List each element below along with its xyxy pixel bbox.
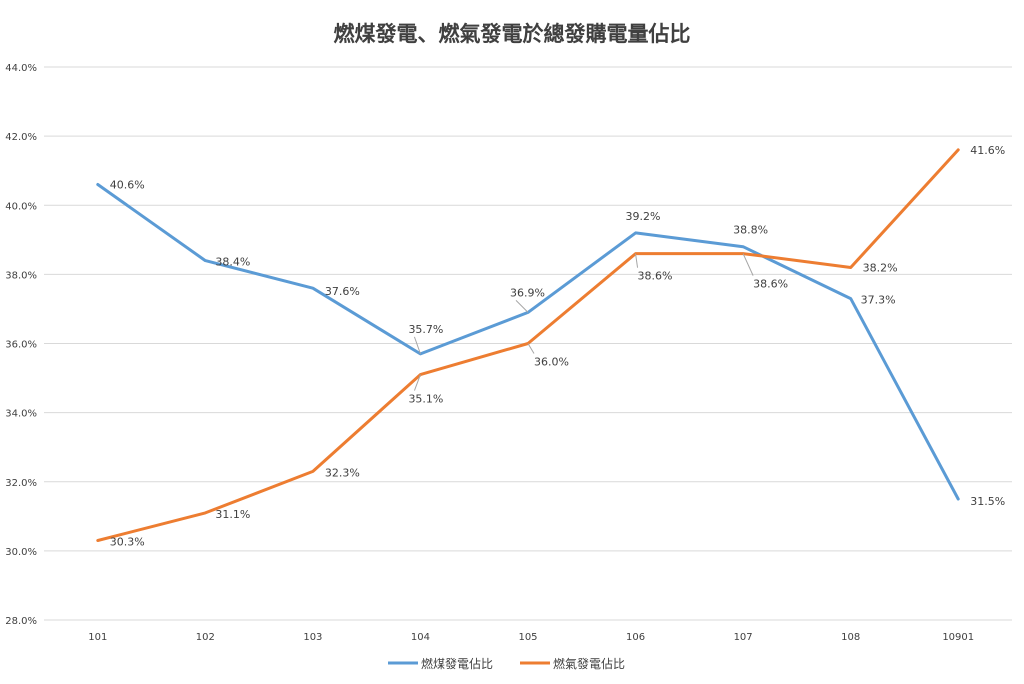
data-label-coal-101: 40.6% [110,179,145,192]
y-tick-label-36: 36.0% [5,340,37,351]
data-label-coal-108: 37.3% [861,294,896,307]
x-tick-label-108: 108 [841,632,860,643]
data-labels: 40.6% 38.4% 37.6% 35.7% 36.9% 39.2% 38.8% 37.3%… [110,144,1005,549]
x-tick-label-104: 104 [411,632,430,643]
leader-line-gas-107 [742,253,754,276]
legend-gas-label: 燃氣發電佔比 [553,656,625,671]
leader-line-coal-105 [515,300,529,313]
y-tick-label-32: 32.0% [5,478,37,489]
data-label-gas-105: 36.0% [534,356,569,369]
x-axis-ticks: 101 102 103 104 105 106 107 108 10901 [88,632,974,643]
data-label-coal-107: 38.8% [733,224,768,237]
y-tick-label-38: 38.0% [5,270,37,281]
x-tick-label-10901: 10901 [942,632,974,643]
y-tick-label-34: 34.0% [5,409,37,420]
x-tick-label-107: 107 [734,632,753,643]
chart-title: 燃煤發電、燃氣發電於總發購電量佔比 [334,22,691,46]
data-label-gas-107: 38.6% [753,278,788,291]
y-tick-label-28: 28.0% [5,616,37,627]
data-label-coal-103: 37.6% [325,285,360,298]
x-tick-label-106: 106 [626,632,645,643]
y-tick-label-44: 44.0% [5,63,37,74]
data-label-gas-103: 32.3% [325,466,360,479]
data-label-gas-104: 35.1% [408,393,443,406]
data-label-coal-102: 38.4% [215,256,250,269]
data-label-coal-105: 36.9% [510,286,545,299]
y-tick-label-42: 42.0% [5,132,37,143]
y-tick-label-30: 30.0% [5,547,37,558]
legend-coal-label: 燃煤發電佔比 [421,656,493,671]
data-label-gas-102: 31.1% [215,508,250,521]
x-tick-label-105: 105 [518,632,537,643]
data-label-gas-101: 30.3% [110,536,145,549]
data-label-gas-108: 38.2% [863,261,898,274]
legend: 燃煤發電佔比 燃氣發電佔比 [388,656,625,671]
leader-line-coal-104 [413,336,421,355]
data-label-coal-104: 35.7% [408,323,443,336]
x-tick-label-103: 103 [303,632,322,643]
y-tick-label-40: 40.0% [5,201,37,212]
series-line-coal [96,183,960,501]
leader-line-gas-105 [527,343,535,354]
leader-line-gas-104 [413,374,421,391]
data-label-coal-106: 39.2% [626,210,661,223]
leader-line-gas-106 [635,253,639,268]
y-axis-ticks: 28.0% 30.0% 32.0% 34.0% 36.0% 38.0% 40.0% 42.0%… [5,63,37,627]
x-tick-label-101: 101 [88,632,107,643]
x-tick-label-102: 102 [196,632,215,643]
data-label-gas-10901: 41.6% [970,144,1005,157]
data-label-coal-10901: 31.5% [970,495,1005,508]
data-label-gas-106: 38.6% [638,270,673,283]
